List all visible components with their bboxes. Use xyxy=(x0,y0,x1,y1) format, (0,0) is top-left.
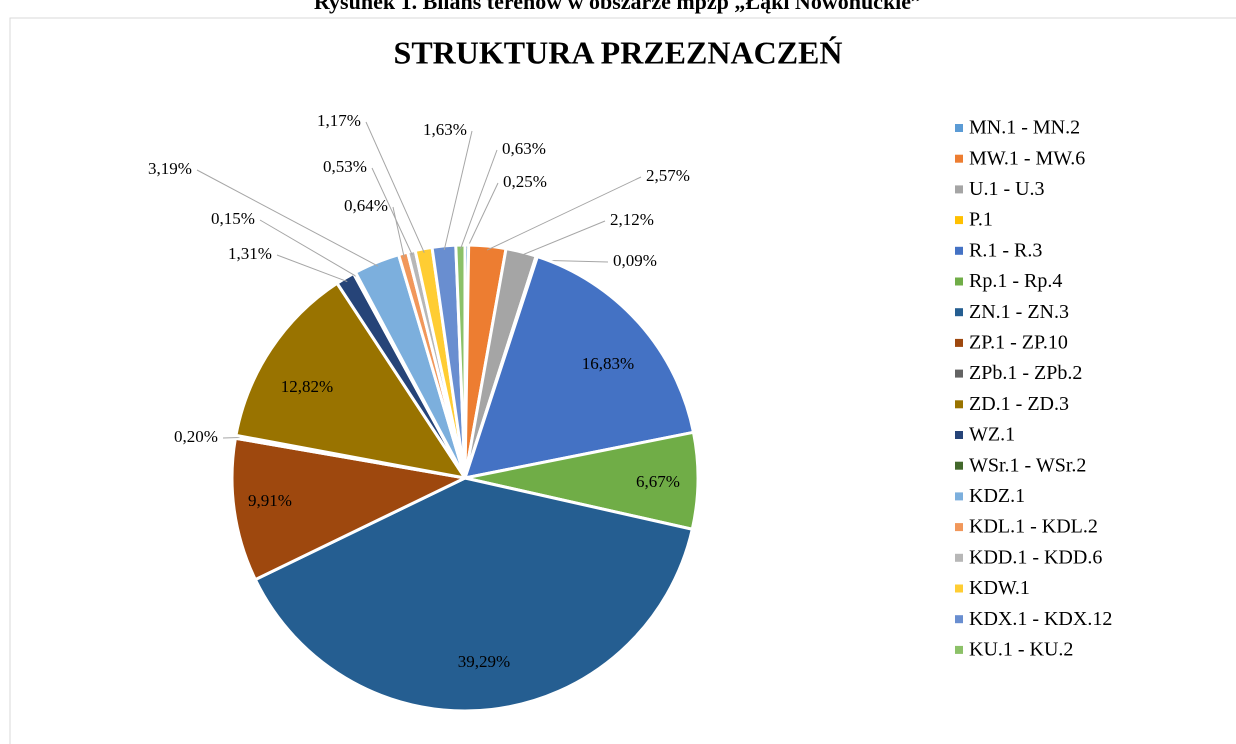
legend-label: R.1 - R.3 xyxy=(969,239,1042,261)
legend-swatch xyxy=(955,369,963,378)
chart-title: STRUKTURA PRZEZNACZEŃ xyxy=(394,34,843,70)
legend-label: WSr.1 - WSr.2 xyxy=(969,454,1086,476)
leader-line xyxy=(520,220,606,257)
legend-label: Rp.1 - Rp.4 xyxy=(969,270,1062,292)
legend-label: MW.1 - MW.6 xyxy=(969,147,1085,169)
legend-swatch xyxy=(955,553,963,562)
legend-label: P.1 xyxy=(969,209,993,231)
leader-line xyxy=(196,169,379,267)
pie-slice xyxy=(234,281,469,481)
data-label: 6,67% xyxy=(636,472,680,491)
data-label: 0,15% xyxy=(211,209,255,228)
pie-slice xyxy=(462,254,696,480)
data-label: 2,57% xyxy=(646,166,690,185)
data-label: 0,20% xyxy=(174,427,218,446)
caption: Rysunek 1. Bilans terenów w obszarze mpz… xyxy=(314,0,922,14)
legend-swatch xyxy=(955,216,963,225)
leader-line xyxy=(459,149,498,250)
data-label: 1,63% xyxy=(423,120,467,139)
legend-swatch xyxy=(955,645,963,654)
legend-label: ZP.1 - ZP.10 xyxy=(969,331,1068,353)
legend-swatch xyxy=(955,246,963,255)
pie-slice xyxy=(454,243,467,479)
legend-label: KDL.1 - KDL.2 xyxy=(969,516,1098,538)
data-label: 0,63% xyxy=(502,139,546,158)
leader-line xyxy=(466,182,499,250)
legend-label: MN.1 - MN.2 xyxy=(969,117,1080,139)
data-label: 1,31% xyxy=(228,244,272,263)
chart-frame xyxy=(9,17,1236,744)
legend-label: KU.1 - KU.2 xyxy=(969,638,1073,660)
data-label: 1,17% xyxy=(317,111,361,130)
data-label: 0,25% xyxy=(503,172,547,191)
data-label: 3,19% xyxy=(148,159,192,178)
data-label: 0,64% xyxy=(344,196,388,215)
leader-line xyxy=(443,130,473,251)
legend-label: KDD.1 - KDD.6 xyxy=(969,546,1102,568)
leader-line xyxy=(365,121,425,253)
leader-line xyxy=(276,254,348,283)
leader-line xyxy=(486,176,642,251)
data-label: 12,82% xyxy=(281,377,333,396)
legend-label: ZN.1 - ZN.3 xyxy=(969,301,1069,323)
legend-label: KDX.1 - KDX.12 xyxy=(969,608,1112,630)
legend-label: KDZ.1 xyxy=(969,485,1025,507)
legend-swatch xyxy=(955,400,963,409)
legend-label: KDW.1 xyxy=(969,577,1030,599)
leader-line xyxy=(392,206,405,258)
legend-label: ZD.1 - ZD.3 xyxy=(969,393,1069,415)
data-label: 39,29% xyxy=(458,652,510,671)
pie-slice xyxy=(253,476,695,713)
legend-swatch xyxy=(955,584,963,593)
leader-line xyxy=(371,167,413,256)
legend-swatch xyxy=(955,308,963,317)
legend-label: ZPb.1 - ZPb.2 xyxy=(969,362,1082,384)
legend-swatch xyxy=(955,338,963,347)
legend-swatch xyxy=(955,492,963,501)
legend-swatch xyxy=(955,431,963,439)
data-label: 9,91% xyxy=(248,491,292,510)
leader-line xyxy=(222,436,240,439)
data-label: 2,12% xyxy=(610,210,654,229)
data-label: 0,53% xyxy=(323,157,367,176)
legend-swatch xyxy=(955,461,963,470)
legend-label: WZ.1 xyxy=(969,424,1015,446)
pie-slice xyxy=(230,436,470,582)
legend-swatch xyxy=(955,154,963,163)
legend-swatch xyxy=(955,185,963,194)
legend-swatch xyxy=(955,615,963,624)
legend-swatch xyxy=(955,277,963,286)
data-label: 0,09% xyxy=(613,251,657,270)
data-label: 16,83% xyxy=(582,354,634,373)
legend-swatch xyxy=(955,124,963,132)
legend-swatch xyxy=(955,523,963,532)
leader-line xyxy=(259,219,357,277)
legend-label: U.1 - U.3 xyxy=(969,178,1045,200)
